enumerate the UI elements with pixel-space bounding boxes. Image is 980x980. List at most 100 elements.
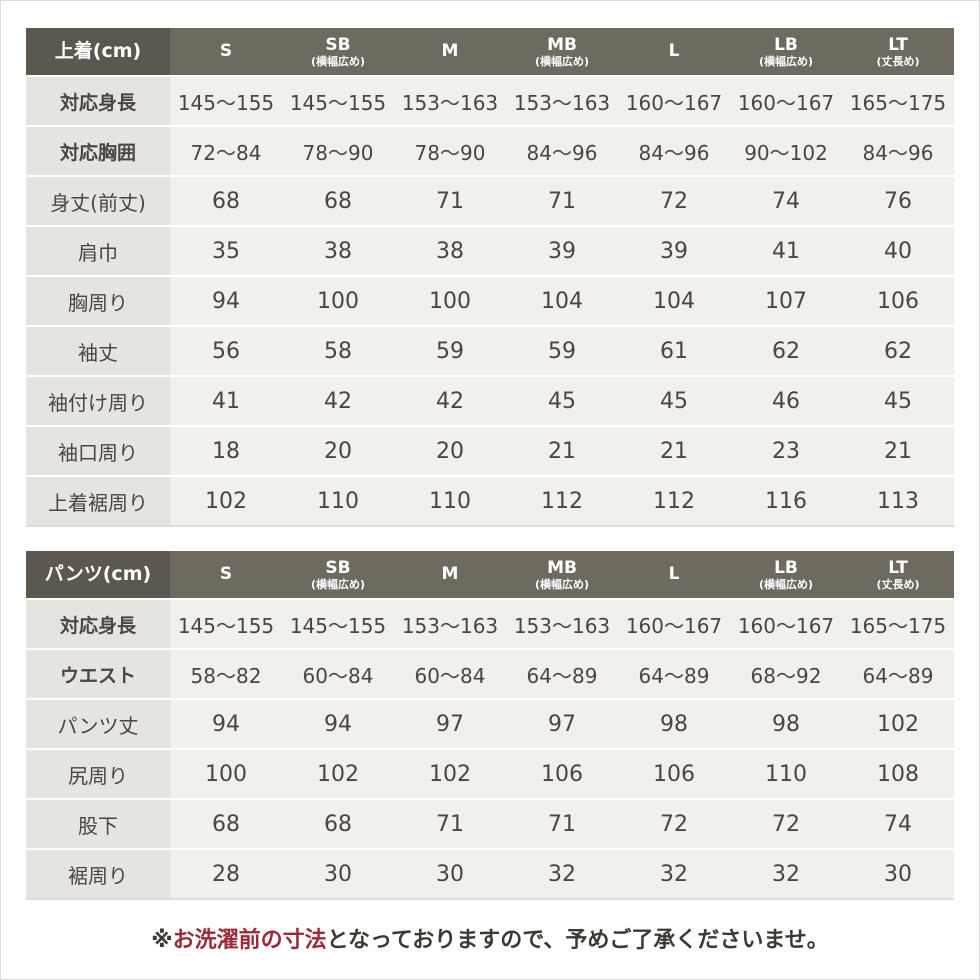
size-name: LT	[888, 34, 908, 55]
row-label: 対応身長	[26, 75, 170, 125]
size-value-cell: 30	[842, 848, 954, 900]
size-value-cell: 145〜155	[282, 75, 394, 125]
jacket-size-table: 上着(cm) S SB (横幅広め) M MB (横幅広め) L LB (横幅広め) LT (丈長め)…	[26, 28, 954, 527]
size-value-cell: 153〜163	[394, 598, 506, 648]
size-value-cell: 64〜89	[842, 648, 954, 698]
size-value-cell: 68	[282, 798, 394, 848]
size-value-cell: 38	[394, 225, 506, 275]
size-value-cell: 45	[618, 375, 730, 425]
size-header-sb: SB (横幅広め)	[282, 28, 394, 75]
size-value-cell: 68	[170, 798, 282, 848]
size-name: L	[668, 564, 680, 584]
size-header-l: L	[618, 551, 730, 598]
size-value-cell: 165〜175	[842, 75, 954, 125]
size-value-cell: 74	[730, 175, 842, 225]
table-row: 尻周り 100 102 102 106 106 110 108	[26, 748, 954, 798]
size-value-cell: 102	[842, 698, 954, 748]
size-value-cell: 110	[394, 475, 506, 527]
row-label: 上着裾周り	[26, 475, 170, 527]
size-value-cell: 62	[842, 325, 954, 375]
size-value-cell: 102	[170, 475, 282, 527]
table-row: 対応胸囲 72〜84 78〜90 78〜90 84〜96 84〜96 90〜102 84〜96	[26, 125, 954, 175]
size-name: SB	[325, 34, 351, 55]
size-value-cell: 40	[842, 225, 954, 275]
size-value-cell: 106	[506, 748, 618, 798]
size-value-cell: 112	[506, 475, 618, 527]
size-note: (丈長め)	[876, 54, 920, 68]
pants-table-title: パンツ(cm)	[26, 551, 170, 598]
pants-table-body: 対応身長 145〜155 145〜155 153〜163 153〜163 160〜167 1…	[26, 598, 954, 900]
size-header-lb: LB (横幅広め)	[730, 28, 842, 75]
size-value-cell: 18	[170, 425, 282, 475]
size-value-cell: 68	[170, 175, 282, 225]
size-value-cell: 84〜96	[842, 125, 954, 175]
size-value-cell: 56	[170, 325, 282, 375]
size-value-cell: 145〜155	[282, 598, 394, 648]
jacket-table-body: 対応身長 145〜155 145〜155 153〜163 153〜163 160〜167 1…	[26, 75, 954, 527]
size-header-s: S	[170, 28, 282, 75]
size-value-cell: 84〜96	[618, 125, 730, 175]
table-row: 上着裾周り 102 110 110 112 112 116 113	[26, 475, 954, 527]
size-header-l: L	[618, 28, 730, 75]
size-value-cell: 160〜167	[618, 75, 730, 125]
size-value-cell: 153〜163	[506, 75, 618, 125]
size-value-cell: 72	[618, 798, 730, 848]
size-value-cell: 97	[394, 698, 506, 748]
size-value-cell: 108	[842, 748, 954, 798]
pants-size-table: パンツ(cm) S SB (横幅広め) M MB (横幅広め) L LB (横幅広め) LT (丈長め…	[26, 551, 954, 900]
size-value-cell: 39	[618, 225, 730, 275]
size-value-cell: 41	[170, 375, 282, 425]
size-value-cell: 32	[730, 848, 842, 900]
size-header-lb: LB (横幅広め)	[730, 551, 842, 598]
table-row: 肩巾 35 38 38 39 39 41 40	[26, 225, 954, 275]
size-value-cell: 76	[842, 175, 954, 225]
size-name: L	[668, 41, 680, 61]
table-row: 胸周り 94 100 100 104 104 107 106	[26, 275, 954, 325]
size-header-m: M	[394, 551, 506, 598]
size-value-cell: 90〜102	[730, 125, 842, 175]
size-value-cell: 71	[394, 175, 506, 225]
size-value-cell: 71	[506, 175, 618, 225]
size-value-cell: 41	[730, 225, 842, 275]
size-value-cell: 60〜84	[282, 648, 394, 698]
size-name: MB	[547, 34, 577, 55]
size-value-cell: 58〜82	[170, 648, 282, 698]
size-value-cell: 74	[842, 798, 954, 848]
size-value-cell: 112	[618, 475, 730, 527]
table-row: パンツ丈 94 94 97 97 98 98 102	[26, 698, 954, 748]
size-value-cell: 62	[730, 325, 842, 375]
size-value-cell: 45	[506, 375, 618, 425]
size-value-cell: 38	[282, 225, 394, 275]
size-value-cell: 21	[506, 425, 618, 475]
size-value-cell: 71	[506, 798, 618, 848]
size-value-cell: 21	[842, 425, 954, 475]
size-value-cell: 72〜84	[170, 125, 282, 175]
size-value-cell: 39	[506, 225, 618, 275]
size-value-cell: 100	[282, 275, 394, 325]
size-name: LT	[888, 557, 908, 578]
table-row: 身丈(前丈) 68 68 71 71 72 74 76	[26, 175, 954, 225]
size-value-cell: 97	[506, 698, 618, 748]
size-value-cell: 94	[282, 698, 394, 748]
size-note: (横幅広め)	[758, 577, 814, 591]
size-value-cell: 72	[618, 175, 730, 225]
size-value-cell: 61	[618, 325, 730, 375]
size-value-cell: 64〜89	[506, 648, 618, 698]
size-name: SB	[325, 557, 351, 578]
size-value-cell: 102	[394, 748, 506, 798]
row-label: 身丈(前丈)	[26, 175, 170, 225]
size-value-cell: 30	[282, 848, 394, 900]
size-value-cell: 100	[170, 748, 282, 798]
size-name: S	[219, 41, 233, 61]
size-name: M	[441, 41, 459, 61]
size-value-cell: 64〜89	[618, 648, 730, 698]
row-label: 肩巾	[26, 225, 170, 275]
jacket-header-row: 上着(cm) S SB (横幅広め) M MB (横幅広め) L LB (横幅広め) LT (丈長め)	[26, 28, 954, 75]
size-value-cell: 72	[730, 798, 842, 848]
size-value-cell: 68	[282, 175, 394, 225]
size-header-m: M	[394, 28, 506, 75]
size-value-cell: 84〜96	[506, 125, 618, 175]
footnote-accent: お洗濯前の寸法	[172, 928, 327, 953]
pants-header-row: パンツ(cm) S SB (横幅広め) M MB (横幅広め) L LB (横幅広め) LT (丈長め…	[26, 551, 954, 598]
table-row: 対応身長 145〜155 145〜155 153〜163 153〜163 160〜167 1…	[26, 598, 954, 648]
